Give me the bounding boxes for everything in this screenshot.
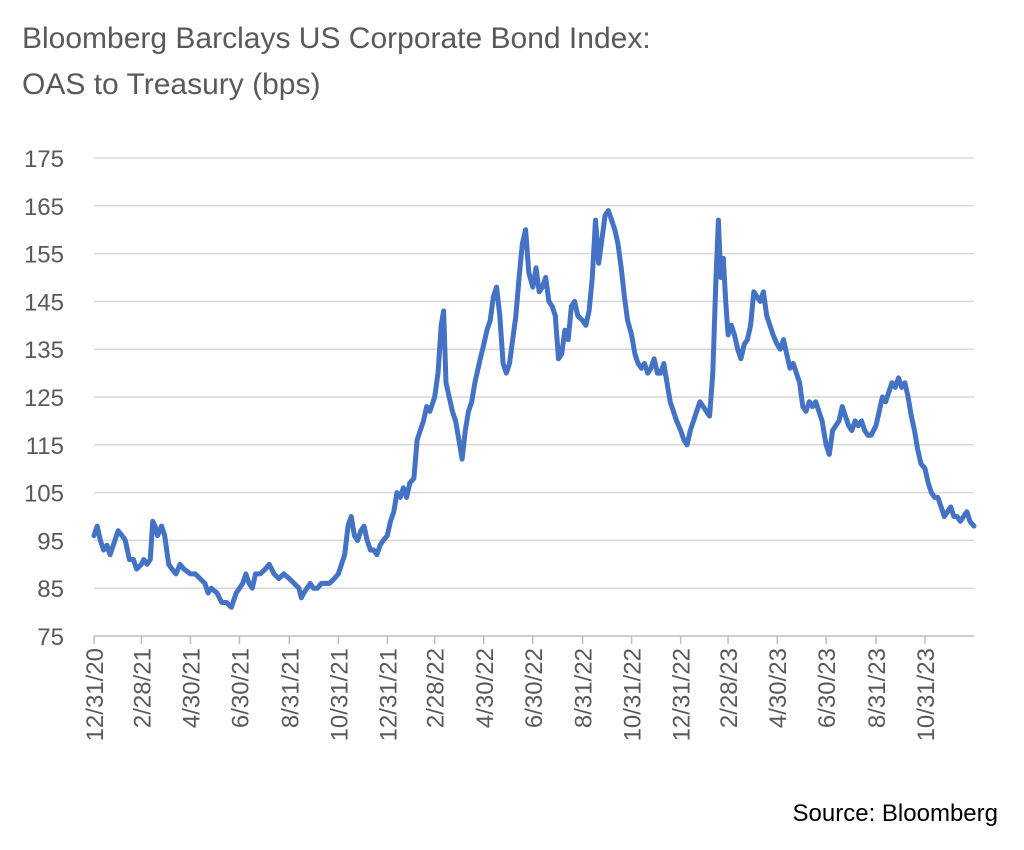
x-tick-label: 4/30/22 — [472, 648, 499, 728]
gridlines — [94, 157, 974, 589]
y-tick-label: 135 — [24, 337, 64, 364]
y-tick-label: 175 — [24, 146, 64, 173]
series-group — [91, 208, 977, 610]
x-tick-label: 10/31/21 — [326, 648, 353, 741]
x-tick-label: 2/28/21 — [129, 648, 156, 728]
x-tick-label: 6/30/23 — [814, 648, 841, 728]
x-axis — [93, 635, 974, 644]
y-tick-label: 155 — [24, 242, 64, 269]
source-note: Source: Bloomberg — [792, 800, 998, 827]
x-tick-label: 8/31/23 — [864, 648, 891, 728]
x-axis-tick-labels: 12/31/20 2/28/21 4/30/21 6/30/21 8/31/21 10/3… — [82, 648, 940, 741]
y-tick-label: 105 — [24, 481, 64, 508]
y-tick-label: 85 — [37, 576, 64, 603]
x-tick-label: 10/31/23 — [913, 648, 940, 741]
y-tick-label: 115 — [26, 433, 64, 460]
y-tick-label: 165 — [24, 194, 64, 221]
y-tick-label: 75 — [37, 624, 64, 651]
x-tick-label: 8/31/22 — [571, 648, 598, 728]
y-tick-label: 125 — [24, 385, 64, 412]
x-tick-label: 12/31/22 — [669, 648, 696, 741]
x-tick-label: 4/30/21 — [178, 648, 205, 728]
series-line-oas — [91, 208, 977, 610]
x-tick-label: 2/28/22 — [423, 648, 450, 728]
chart-title: Bloomberg Barclays US Corporate Bond Ind… — [22, 16, 651, 108]
x-tick-label: 2/28/23 — [716, 648, 743, 728]
y-axis-tick-labels: 175 165 155 145 135 125 115 105 95 85 75 — [24, 146, 64, 651]
y-tick-label: 145 — [24, 289, 64, 316]
x-tick-label: 12/31/20 — [82, 648, 109, 741]
x-tick-label: 10/31/22 — [620, 648, 647, 741]
x-tick-label: 6/30/22 — [521, 648, 548, 728]
y-tick-label: 95 — [37, 528, 64, 555]
x-tick-label: 12/31/21 — [375, 648, 402, 741]
chart-title-line-1: Bloomberg Barclays US Corporate Bond Ind… — [22, 22, 651, 55]
x-tick-label: 6/30/21 — [227, 648, 254, 728]
chart-title-line-2: OAS to Treasury (bps) — [22, 68, 321, 101]
x-tick-label: 4/30/23 — [765, 648, 792, 728]
x-tick-label: 8/31/21 — [277, 648, 304, 728]
